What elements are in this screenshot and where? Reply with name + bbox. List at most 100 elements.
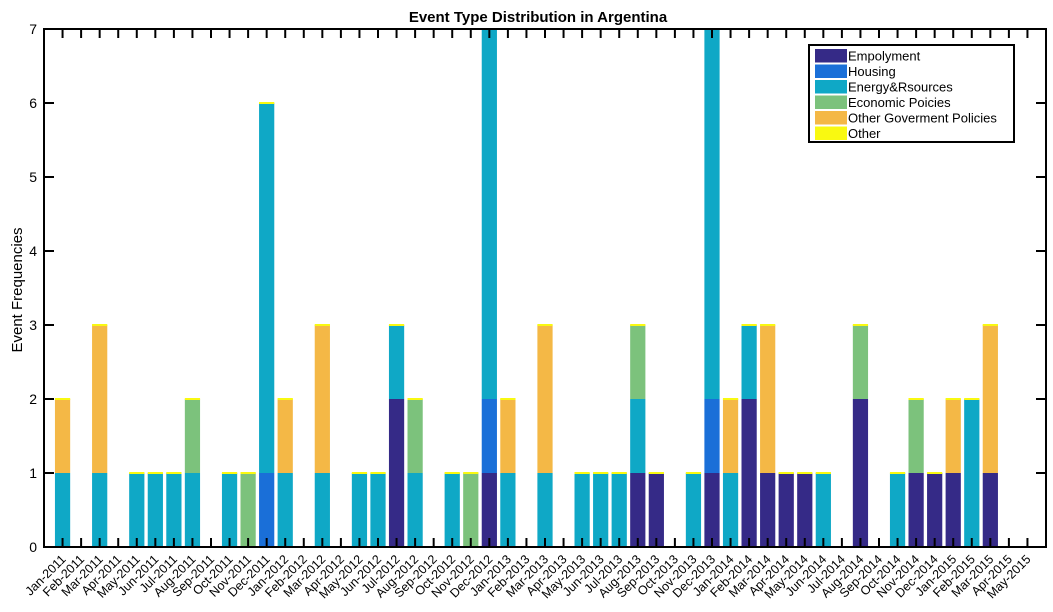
legend-label: Housing xyxy=(848,64,896,79)
bar-cap xyxy=(221,472,238,474)
bar-segment xyxy=(537,325,553,473)
bar-cap xyxy=(593,472,609,474)
legend-swatch xyxy=(815,64,847,78)
bar-cap xyxy=(797,472,813,474)
bar-cap xyxy=(147,472,163,474)
bar-segment xyxy=(908,399,924,473)
bar-segment xyxy=(630,325,646,399)
bar-segment xyxy=(314,473,330,547)
bar-cap xyxy=(184,398,201,400)
bar-segment xyxy=(351,473,368,547)
bar-segment xyxy=(630,473,646,547)
bar-segment xyxy=(630,399,646,473)
bar-cap xyxy=(889,472,906,474)
bar-segment xyxy=(388,325,405,399)
bar-segment xyxy=(704,29,720,399)
bar-segment xyxy=(704,399,720,473)
bar-segment xyxy=(982,473,998,547)
bar-segment xyxy=(537,473,553,547)
legend-swatch xyxy=(815,111,847,125)
bar-segment xyxy=(815,473,831,547)
y-tick-label: 3 xyxy=(29,317,37,333)
y-axis-label: Event Frequencies xyxy=(9,227,26,352)
bar-segment xyxy=(259,473,275,547)
bar-segment xyxy=(722,399,739,473)
y-tick-label: 6 xyxy=(29,95,37,111)
bar-segment xyxy=(129,473,145,547)
bar-segment xyxy=(407,473,423,547)
legend-label: Energy&Rsources xyxy=(848,80,953,95)
bar-cap xyxy=(722,398,739,400)
bar-cap xyxy=(982,324,998,326)
bar-segment xyxy=(574,473,590,547)
bar-segment xyxy=(852,399,869,547)
bar-segment xyxy=(54,399,71,473)
legend: EmpolymentHousingEnergy&RsourcesEconomic… xyxy=(808,44,1015,143)
legend-label: Other Goverment Policies xyxy=(848,111,997,126)
bar-segment xyxy=(481,399,497,473)
bar-segment xyxy=(741,325,757,399)
legend-swatch xyxy=(815,95,847,109)
bar-segment xyxy=(481,473,497,547)
bar-segment xyxy=(593,473,609,547)
legend-swatch xyxy=(815,126,847,140)
bar-segment xyxy=(797,473,813,547)
bar-cap xyxy=(611,472,627,474)
bar-segment xyxy=(147,473,163,547)
bar-cap xyxy=(778,472,794,474)
bar-segment xyxy=(945,399,961,473)
bar-segment xyxy=(927,473,943,547)
bar-segment xyxy=(500,473,516,547)
legend-swatch xyxy=(815,80,847,94)
bar-cap xyxy=(945,398,961,400)
bar-cap xyxy=(166,472,182,474)
bar-segment xyxy=(685,473,702,547)
bar-cap xyxy=(500,398,516,400)
bar-segment xyxy=(407,399,423,473)
bar-segment xyxy=(370,473,386,547)
y-tick-label: 5 xyxy=(29,169,37,185)
bar-cap xyxy=(964,398,980,400)
bar-cap xyxy=(741,324,757,326)
bar-segment xyxy=(760,325,776,473)
bar-cap xyxy=(370,472,386,474)
y-tick-label: 1 xyxy=(29,465,37,481)
chart-title: Event Type Distribution in Argentina xyxy=(409,9,668,26)
bar-cap xyxy=(815,472,831,474)
bar-segment xyxy=(54,473,71,547)
bar-cap xyxy=(630,324,646,326)
bar-cap xyxy=(388,324,405,326)
bar-segment xyxy=(92,325,108,473)
bar-cap xyxy=(648,472,664,474)
bar-segment xyxy=(722,473,739,547)
plot-frame xyxy=(43,28,1047,548)
bar-cap xyxy=(574,472,590,474)
bar-segment xyxy=(964,399,980,547)
bar-cap xyxy=(407,398,423,400)
bar-cap xyxy=(760,324,776,326)
y-tick-label: 4 xyxy=(29,243,37,259)
bar-segment xyxy=(500,399,516,473)
bar-segment xyxy=(778,473,794,547)
bar-cap xyxy=(852,324,869,326)
bar-cap xyxy=(259,102,275,104)
bar-segment xyxy=(982,325,998,473)
bar-segment xyxy=(611,473,627,547)
y-tick-label: 7 xyxy=(29,21,37,37)
bar-cap xyxy=(351,472,368,474)
bar-segment xyxy=(314,325,330,473)
bar-cap xyxy=(277,398,293,400)
bars-group xyxy=(54,28,998,547)
y-tick-label: 0 xyxy=(29,539,37,555)
bar-segment xyxy=(92,473,108,547)
bar-cap xyxy=(314,324,330,326)
legend-label: Empolyment xyxy=(848,49,921,64)
bar-segment xyxy=(463,473,479,547)
bar-segment xyxy=(184,473,201,547)
bar-segment xyxy=(852,325,869,399)
bar-cap xyxy=(927,472,943,474)
bar-segment xyxy=(277,399,293,473)
bar-segment xyxy=(481,29,497,399)
bar-segment xyxy=(277,473,293,547)
